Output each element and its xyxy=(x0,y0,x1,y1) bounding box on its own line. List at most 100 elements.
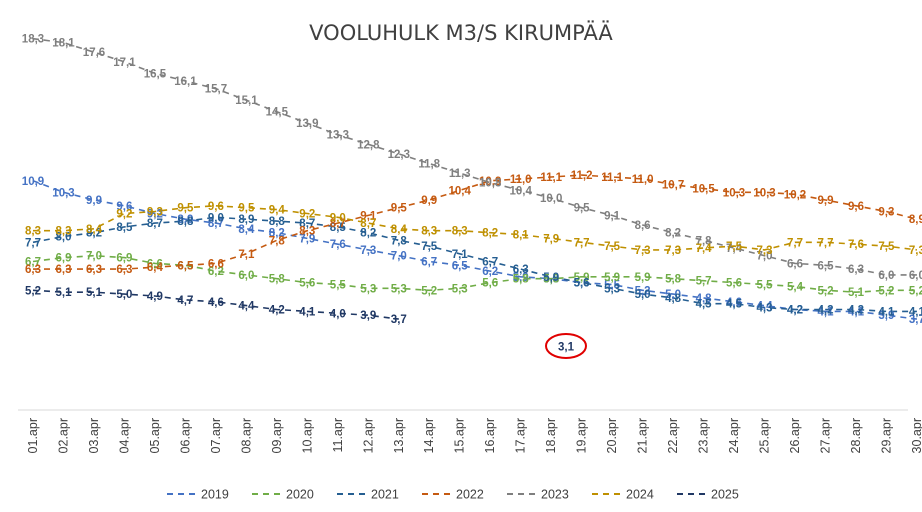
data-label-2020-25: 5,5 xyxy=(757,280,774,292)
data-label-2020-7: 6,2 xyxy=(208,266,224,278)
x-tick-label-30: 30.apr xyxy=(910,418,922,453)
data-label-2022-23: 10,5 xyxy=(692,184,715,196)
data-label-2022-21: 11,0 xyxy=(632,174,654,186)
x-tick-label-17: 17.apr xyxy=(514,418,528,453)
data-label-2019-13: 7,0 xyxy=(391,251,407,263)
x-tick-label-9: 09.apr xyxy=(270,418,284,453)
data-label-2021-2: 8,0 xyxy=(56,232,72,244)
data-label-2024-28: 7,6 xyxy=(848,239,864,251)
data-label-2022-26: 10,2 xyxy=(784,189,806,201)
legend-label-2024: 2024 xyxy=(626,488,654,502)
legend-label-2023: 2023 xyxy=(541,488,569,502)
data-label-2020-29: 5,2 xyxy=(878,285,894,297)
data-label-2020-20: 5,9 xyxy=(604,272,620,284)
data-label-2022-24: 10,3 xyxy=(723,187,745,199)
data-label-2022-7: 6,6 xyxy=(208,258,224,270)
data-label-2022-9: 7,8 xyxy=(269,235,286,247)
legend-label-2022: 2022 xyxy=(456,488,484,502)
x-tick-label-27: 27.apr xyxy=(819,418,833,453)
data-label-2019-30: 3,7 xyxy=(909,314,922,326)
data-label-2022-27: 9,9 xyxy=(818,195,834,207)
x-tick-labels: 01.apr 02.apr 03.apr 04.apr 05.apr 06.apr 07.a… xyxy=(26,418,922,453)
data-labels: 10,910,39,9 9,69,2 8,9 8,7 8,4 8,2 7,9 7,6 7,3 7,… xyxy=(22,34,922,326)
data-label-2022-10: 8,3 xyxy=(299,226,315,238)
data-label-2022-4: 6,3 xyxy=(116,264,132,276)
data-label-2021-8: 8,9 xyxy=(238,214,254,226)
data-label-2021-13: 7,8 xyxy=(391,235,408,247)
data-label-2024-24: 7,5 xyxy=(726,241,743,253)
data-label-2024-29: 7,5 xyxy=(878,241,895,253)
data-label-2019-1: 10,9 xyxy=(22,176,44,188)
x-tick-label-23: 23.apr xyxy=(697,418,711,453)
data-label-2023-22: 8,2 xyxy=(665,228,681,240)
x-tick-label-5: 05.apr xyxy=(148,418,162,453)
x-tick-label-14: 14.apr xyxy=(422,418,436,453)
data-label-2020-6: 6,5 xyxy=(177,260,194,272)
legend: 2019 2020 2021 2022 2023 2024 2025 xyxy=(167,488,739,502)
data-label-2025-10: 4,1 xyxy=(299,306,316,318)
data-label-2020-17: 5,8 xyxy=(513,274,530,286)
data-label-2024-17: 8,1 xyxy=(513,230,530,242)
data-label-2022-25: 10,3 xyxy=(753,187,775,199)
data-label-2021-20: 5,3 xyxy=(604,283,620,295)
data-label-2021-29: 4,1 xyxy=(878,306,895,318)
data-label-2019-16: 6,2 xyxy=(482,266,498,278)
data-label-2024-10: 9,2 xyxy=(299,209,315,221)
data-label-2023-16: 10,8 xyxy=(479,178,502,190)
x-tick-label-28: 28.apr xyxy=(849,418,863,453)
data-label-2023-26: 6,6 xyxy=(787,258,803,270)
legend-label-2025: 2025 xyxy=(711,488,739,502)
data-label-2019-25: 4,4 xyxy=(757,301,774,313)
data-label-2023-11: 13,3 xyxy=(327,130,349,142)
data-label-2023-13: 12,3 xyxy=(388,149,410,161)
data-label-2019-26: 4,2 xyxy=(787,305,803,317)
data-label-2020-13: 5,3 xyxy=(391,283,407,295)
data-label-2024-7: 9,6 xyxy=(208,201,224,213)
data-label-2020-19: 5,9 xyxy=(574,272,590,284)
data-label-2025-13: 3,7 xyxy=(391,314,407,326)
data-label-2022-15: 10,4 xyxy=(449,185,472,197)
x-tick-label-25: 25.apr xyxy=(758,418,772,453)
legend-label-2019: 2019 xyxy=(201,488,229,502)
data-label-2024-18: 7,9 xyxy=(543,233,559,245)
data-label-2023-6: 16,1 xyxy=(174,76,197,88)
data-label-2019-27: 4,1 xyxy=(818,306,835,318)
data-label-2023-5: 16,5 xyxy=(144,68,167,80)
data-label-2019-11: 7,6 xyxy=(330,239,346,251)
x-tick-label-10: 10.apr xyxy=(300,418,314,453)
data-label-2019-5: 9,2 xyxy=(147,209,163,221)
data-label-2020-30: 5,2 xyxy=(909,285,922,297)
data-label-2020-15: 5,3 xyxy=(452,283,468,295)
data-label-2025-9: 4,2 xyxy=(269,305,285,317)
data-label-2021-16: 6,7 xyxy=(482,257,498,269)
data-label-2021-3: 8,2 xyxy=(86,228,102,240)
x-tick-label-11: 11.apr xyxy=(331,418,345,453)
data-label-2020-11: 5,5 xyxy=(330,280,347,292)
x-tick-label-7: 07.apr xyxy=(209,418,223,453)
data-label-2023-10: 13,9 xyxy=(296,118,318,130)
data-label-2023-29: 6,0 xyxy=(878,270,894,282)
data-label-2022-14: 9,9 xyxy=(421,195,437,207)
data-label-2019-8: 8,4 xyxy=(238,224,255,236)
data-label-2025-4: 5,0 xyxy=(116,289,132,301)
data-label-2019-18: 5,8 xyxy=(543,274,560,286)
data-label-2023-14: 11,8 xyxy=(418,159,440,171)
data-label-2020-23: 5,7 xyxy=(696,276,712,288)
data-label-2023-3: 17,6 xyxy=(83,47,105,59)
data-label-2023-15: 11,3 xyxy=(449,168,471,180)
data-label-2022-18: 11,1 xyxy=(540,172,562,184)
data-label-2024-3: 8,4 xyxy=(86,224,103,236)
data-label-2021-24: 4,5 xyxy=(726,299,743,311)
data-label-2025-12: 3,9 xyxy=(360,310,376,322)
data-label-2019-15: 6,5 xyxy=(452,260,469,272)
data-label-2023-18: 10,0 xyxy=(540,193,562,205)
data-label-2019-22: 5,0 xyxy=(665,289,681,301)
data-label-2023-7: 15,7 xyxy=(205,84,227,96)
data-label-2020-5: 6,6 xyxy=(147,258,163,270)
data-label-2020-4: 6,9 xyxy=(116,253,132,265)
x-tick-label-1: 01.apr xyxy=(26,418,40,453)
data-label-2023-17: 10,4 xyxy=(510,185,533,197)
data-label-2020-27: 5,2 xyxy=(818,285,834,297)
data-label-2021-4: 8,5 xyxy=(116,222,133,234)
data-label-2024-9: 9,4 xyxy=(269,205,286,217)
